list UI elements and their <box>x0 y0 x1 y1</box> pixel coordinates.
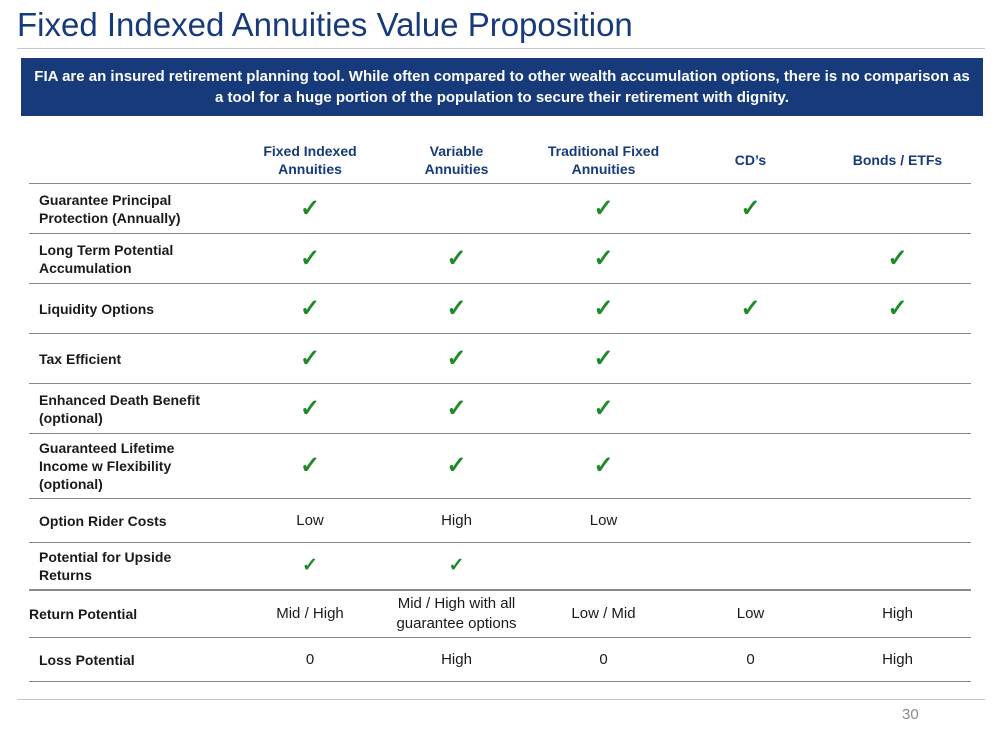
empty-cell <box>677 542 824 591</box>
empty-cell <box>677 383 824 434</box>
title-divider <box>17 48 985 49</box>
table-row: Long Term Potential Accumulation ✓ ✓ ✓ ✓ <box>29 233 971 284</box>
row-label: Guarantee Principal Protection (Annually) <box>29 183 237 234</box>
table-header-row: Fixed Indexed Annuities Variable Annuities… <box>29 136 971 184</box>
check-icon: ✓ <box>530 183 677 234</box>
check-icon: ✓ <box>677 183 824 234</box>
empty-cell <box>824 383 971 434</box>
check-icon: ✓ <box>237 433 383 499</box>
check-icon: ✓ <box>383 383 530 434</box>
check-icon: ✓ <box>824 283 971 334</box>
table-cell: Low <box>677 589 824 638</box>
check-icon: ✓ <box>824 233 971 284</box>
check-icon: ✓ <box>383 433 530 499</box>
empty-cell <box>677 233 824 284</box>
check-icon: ✓ <box>530 233 677 284</box>
check-icon: ✓ <box>383 333 530 384</box>
table-row: Tax Efficient ✓ ✓ ✓ <box>29 333 971 384</box>
table-row: Potential for Upside Returns ✓ ✓ <box>29 542 971 591</box>
check-icon: ✓ <box>530 333 677 384</box>
empty-cell <box>824 433 971 499</box>
table-cell: Low / Mid <box>530 589 677 638</box>
empty-cell <box>824 542 971 591</box>
table-cell: High <box>383 637 530 682</box>
check-icon: ✓ <box>530 383 677 434</box>
table-cell: High <box>824 637 971 682</box>
table-row: Loss Potential 0 High 0 0 High <box>29 637 971 682</box>
check-icon: ✓ <box>530 433 677 499</box>
table-row: Return Potential Mid / High Mid / High w… <box>29 589 971 638</box>
check-icon: ✓ <box>237 542 383 591</box>
column-header-bonds-etfs: Bonds / ETFs <box>824 136 971 184</box>
table-row: Guarantee Principal Protection (Annually)… <box>29 183 971 234</box>
table-cell: 0 <box>237 637 383 682</box>
column-header-fia: Fixed Indexed Annuities <box>237 136 383 184</box>
empty-cell <box>530 542 677 591</box>
check-icon: ✓ <box>383 542 530 591</box>
check-icon: ✓ <box>237 383 383 434</box>
row-label: Long Term Potential Accumulation <box>29 233 237 284</box>
table-cell: 0 <box>530 637 677 682</box>
table-cell <box>824 498 971 543</box>
check-icon: ✓ <box>237 283 383 334</box>
row-label: Liquidity Options <box>29 283 237 334</box>
empty-cell <box>383 183 530 234</box>
table-cell: Mid / High with all guarantee options <box>383 589 530 638</box>
corner-cell <box>29 136 237 184</box>
check-icon: ✓ <box>237 333 383 384</box>
row-label: Enhanced Death Benefit (optional) <box>29 383 237 434</box>
empty-cell <box>677 433 824 499</box>
table-cell: High <box>824 589 971 638</box>
check-icon: ✓ <box>677 283 824 334</box>
table-row: Liquidity Options ✓ ✓ ✓ ✓ ✓ <box>29 283 971 334</box>
table-row: Option Rider Costs Low High Low <box>29 498 971 543</box>
slide-title: Fixed Indexed Annuities Value Propositio… <box>17 6 633 43</box>
table-cell: Mid / High <box>237 589 383 638</box>
table-cell: Low <box>237 498 383 543</box>
table-row: Guaranteed Lifetime Income w Flexibility(… <box>29 433 971 499</box>
row-label: Return Potential <box>29 589 237 638</box>
row-label: Potential for Upside Returns <box>29 542 237 591</box>
check-icon: ✓ <box>530 283 677 334</box>
row-label: Option Rider Costs <box>29 498 237 543</box>
table-cell: 0 <box>677 637 824 682</box>
table-row: Enhanced Death Benefit (optional) ✓ ✓ ✓ <box>29 383 971 434</box>
check-icon: ✓ <box>237 183 383 234</box>
table-cell <box>677 498 824 543</box>
value-banner: FIA are an insured retirement planning t… <box>21 58 983 116</box>
table-cell: High <box>383 498 530 543</box>
footer-divider <box>17 699 985 700</box>
column-header-cds: CD’s <box>677 136 824 184</box>
check-icon: ✓ <box>237 233 383 284</box>
empty-cell <box>824 333 971 384</box>
row-label: Tax Efficient <box>29 333 237 384</box>
column-header-traditional-fixed: Traditional Fixed Annuities <box>530 136 677 184</box>
page-number: 30 <box>902 706 919 723</box>
column-header-variable: Variable Annuities <box>383 136 530 184</box>
row-label: Guaranteed Lifetime Income w Flexibility(… <box>29 433 237 499</box>
table-cell: Low <box>530 498 677 543</box>
empty-cell <box>824 183 971 234</box>
row-label: Loss Potential <box>29 637 237 682</box>
empty-cell <box>677 333 824 384</box>
comparison-table: Fixed Indexed Annuities Variable Annuities… <box>29 136 971 682</box>
check-icon: ✓ <box>383 233 530 284</box>
check-icon: ✓ <box>383 283 530 334</box>
